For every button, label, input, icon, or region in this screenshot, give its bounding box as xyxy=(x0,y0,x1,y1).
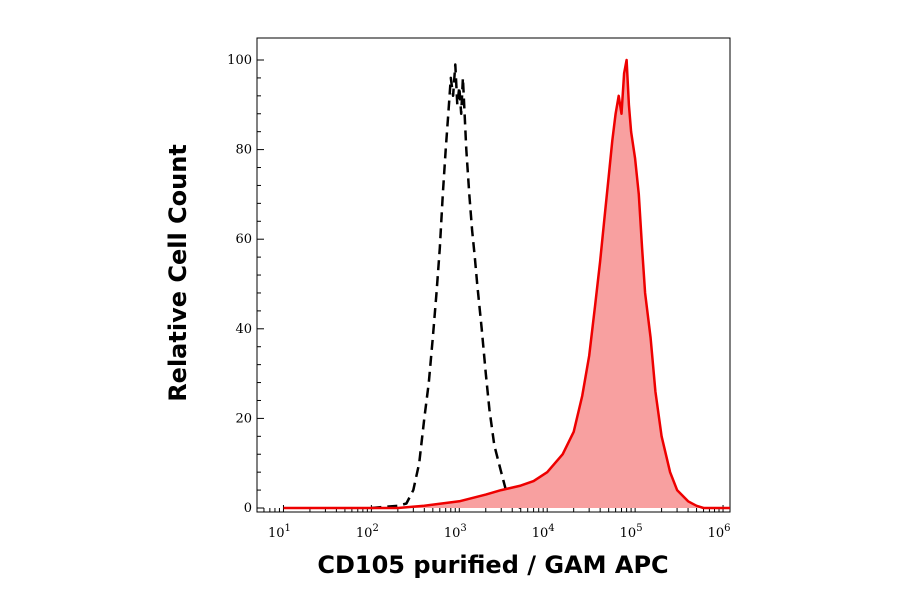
y-axis: 0 20 40 60 80 100 xyxy=(227,53,264,516)
x-tick-base: 10 xyxy=(532,526,549,541)
x-tick-base: 10 xyxy=(356,526,373,541)
x-tick-base: 10 xyxy=(268,526,285,541)
x-tick-exp: 1 xyxy=(285,523,291,534)
x-tick-exp: 6 xyxy=(724,523,730,534)
x-tick-label: 101 xyxy=(268,523,291,541)
y-tick-label: 60 xyxy=(235,232,252,247)
series-1-line xyxy=(283,58,730,510)
series-layer xyxy=(283,58,730,510)
y-tick-label: 0 xyxy=(244,501,252,516)
x-tick-label: 103 xyxy=(444,523,467,541)
x-tick-label: 104 xyxy=(532,523,555,541)
x-axis-title: CD105 purified / GAM APC xyxy=(317,551,668,579)
x-tick-exp: 2 xyxy=(372,523,378,534)
x-tick-exp: 3 xyxy=(460,523,466,534)
series-0-line xyxy=(371,63,522,510)
x-tick-base: 10 xyxy=(708,526,725,541)
x-tick-label: 105 xyxy=(620,523,643,541)
y-tick-label: 100 xyxy=(227,53,252,68)
series-1-area xyxy=(283,60,730,508)
x-tick-base: 10 xyxy=(444,526,461,541)
x-tick-exp: 5 xyxy=(636,523,642,534)
x-tick-label: 106 xyxy=(708,523,731,541)
x-tick-base: 10 xyxy=(620,526,637,541)
y-axis-title: Relative Cell Count xyxy=(164,144,192,402)
y-tick-label: 40 xyxy=(235,322,252,337)
x-axis: 101 102 103 104 105 106 xyxy=(256,505,731,541)
x-tick-label: 102 xyxy=(356,523,379,541)
y-tick-label: 20 xyxy=(235,411,252,426)
y-tick-label: 80 xyxy=(235,143,252,158)
x-tick-exp: 4 xyxy=(548,523,554,534)
